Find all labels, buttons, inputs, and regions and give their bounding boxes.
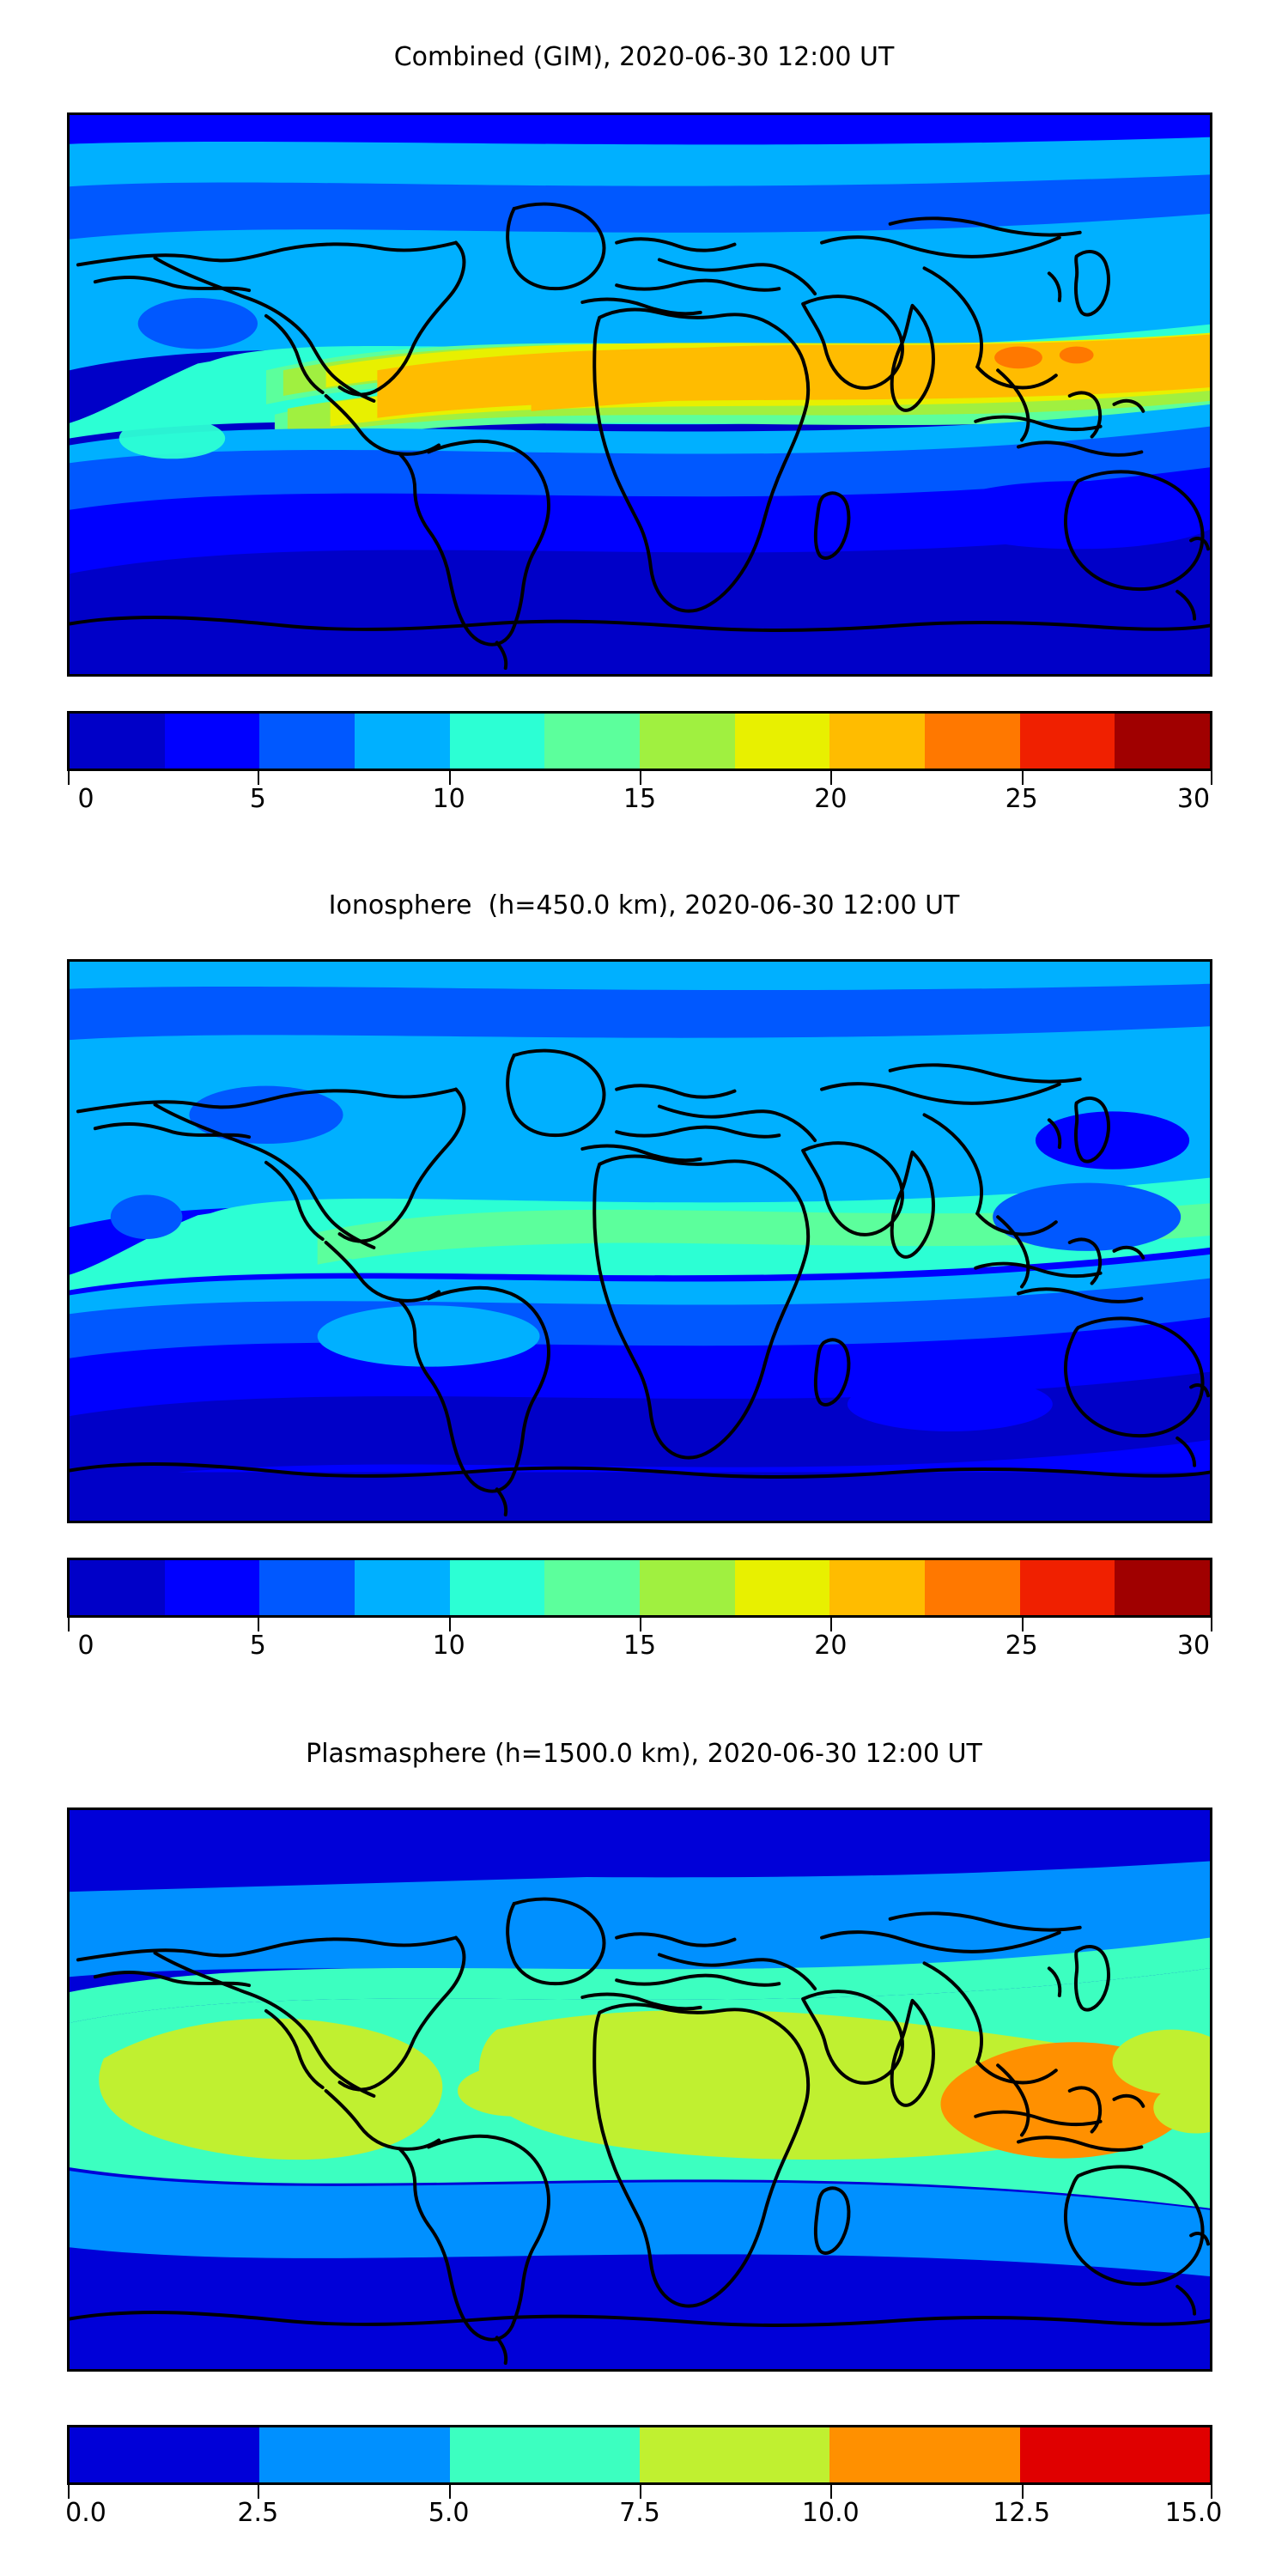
colorbar-ionosphere: 0 5 10 15 20 25 30 [67,1558,1212,1673]
colorbar-band-2 [449,2427,640,2482]
colorbar-band-8 [829,714,926,769]
colorbar-tick-label-6: 15.0 [1164,2498,1223,2528]
colorbar-tick-2 [448,771,451,785]
colorbar-plasmasphere: 0.0 2.5 5.0 7.5 10.0 12.5 15.0 [65,2425,1222,2540]
colorbar-axis-ionosphere: 0 5 10 15 20 25 30 [67,1618,1212,1673]
colorbar-band-0 [70,2427,260,2482]
colorbar-band-2 [259,714,355,769]
colorbar-strip-ionosphere [67,1558,1212,1618]
colorbar-band-0 [70,1560,165,1615]
colorbar-tick-label-1: 2.5 [237,2498,279,2528]
colorbar-tick-0 [68,771,70,785]
colorbar-tick-4 [830,1618,833,1631]
colorbar-tick-label-6: 30 [1176,1631,1211,1661]
colorbar-band-3 [355,1560,450,1615]
map-canvas-ionosphere [70,962,1210,1521]
map-plasmasphere [67,1807,1212,2372]
colorbar-tick-label-0: 0 [77,784,94,814]
colorbar-tick-label-6: 30 [1176,784,1211,814]
colorbar-tick-label-2: 5.0 [428,2498,470,2528]
colorbar-band-11 [1115,1560,1211,1615]
colorbar-tick-label-3: 7.5 [619,2498,660,2528]
colorbar-band-7 [734,1560,830,1615]
colorbar-tick-6 [1211,771,1212,785]
map-canvas-plasmasphere [70,1810,1210,2369]
colorbar-tick-1 [258,2485,260,2499]
colorbar-band-7 [734,714,830,769]
colorbar-band-4 [449,1560,545,1615]
map-ionosphere [67,959,1212,1523]
colorbar-band-5 [544,714,641,769]
colorbar-tick-label-5: 12.5 [993,2498,1051,2528]
colorbar-band-4 [449,714,545,769]
colorbar-tick-1 [258,1618,260,1631]
colorbar-tick-label-3: 15 [623,1631,657,1661]
colorbar-tick-label-2: 10 [432,784,465,814]
colorbar-strip-plasmasphere [67,2425,1212,2485]
colorbar-band-0 [70,714,165,769]
colorbar-tick-label-5: 25 [1005,1631,1038,1661]
colorbar-band-9 [925,714,1020,769]
colorbar-tick-6 [1211,1618,1212,1631]
colorbar-band-1 [259,2427,450,2482]
colorbar-band-1 [164,1560,260,1615]
colorbar-tick-4 [830,2485,833,2499]
colorbar-band-1 [164,714,260,769]
colorbar-tick-label-3: 15 [623,784,657,814]
colorbar-tick-label-1: 5 [249,1631,266,1661]
colorbar-band-4 [829,2427,1020,2482]
panel-title-ionosphere: Ionosphere (h=450.0 km), 2020-06-30 12:0… [328,890,960,920]
colorbar-band-6 [640,1560,735,1615]
colorbar-tick-1 [258,771,260,785]
colorbar-tick-5 [1021,2485,1024,2499]
colorbar-tick-label-0: 0 [77,1631,94,1661]
colorbar-tick-3 [640,771,641,785]
colorbar-tick-3 [640,1618,641,1631]
colorbar-band-3 [355,714,450,769]
colorbar-tick-label-2: 10 [432,1631,465,1661]
colorbar-tick-4 [830,771,833,785]
colorbar-tick-label-5: 25 [1005,784,1038,814]
colorbar-tick-label-0: 0.0 [65,2498,106,2528]
colorbar-strip-combined-gim [67,711,1212,771]
colorbar-tick-0 [68,2485,70,2499]
colorbar-band-9 [925,1560,1020,1615]
colorbar-tick-3 [640,2485,641,2499]
colorbar-tick-5 [1021,771,1024,785]
colorbar-band-10 [1019,714,1115,769]
colorbar-band-5 [544,1560,641,1615]
colorbar-axis-plasmasphere: 0.0 2.5 5.0 7.5 10.0 12.5 15.0 [65,2485,1222,2540]
colorbar-band-3 [639,2427,830,2482]
colorbar-band-5 [1019,2427,1210,2482]
colorbar-band-11 [1115,714,1211,769]
colorbar-tick-2 [448,1618,451,1631]
colorbar-band-2 [259,1560,355,1615]
colorbar-band-6 [640,714,735,769]
colorbar-combined-gim: 0 5 10 15 20 25 30 [67,711,1212,826]
colorbar-tick-label-4: 10.0 [801,2498,860,2528]
map-canvas-combined-gim [70,115,1210,674]
panel-title-combined-gim: Combined (GIM), 2020-06-30 12:00 UT [393,42,895,72]
colorbar-band-8 [829,1560,926,1615]
colorbar-tick-2 [448,2485,451,2499]
panel-title-plasmasphere: Plasmasphere (h=1500.0 km), 2020-06-30 1… [306,1739,982,1769]
colorbar-axis-combined-gim: 0 5 10 15 20 25 30 [67,771,1212,826]
colorbar-tick-0 [68,1618,70,1631]
colorbar-tick-label-4: 20 [814,784,848,814]
colorbar-tick-6 [1211,2485,1212,2499]
colorbar-tick-5 [1021,1618,1024,1631]
map-combined-gim [67,112,1212,677]
colorbar-band-10 [1019,1560,1115,1615]
colorbar-tick-label-1: 5 [249,784,266,814]
colorbar-tick-label-4: 20 [814,1631,848,1661]
